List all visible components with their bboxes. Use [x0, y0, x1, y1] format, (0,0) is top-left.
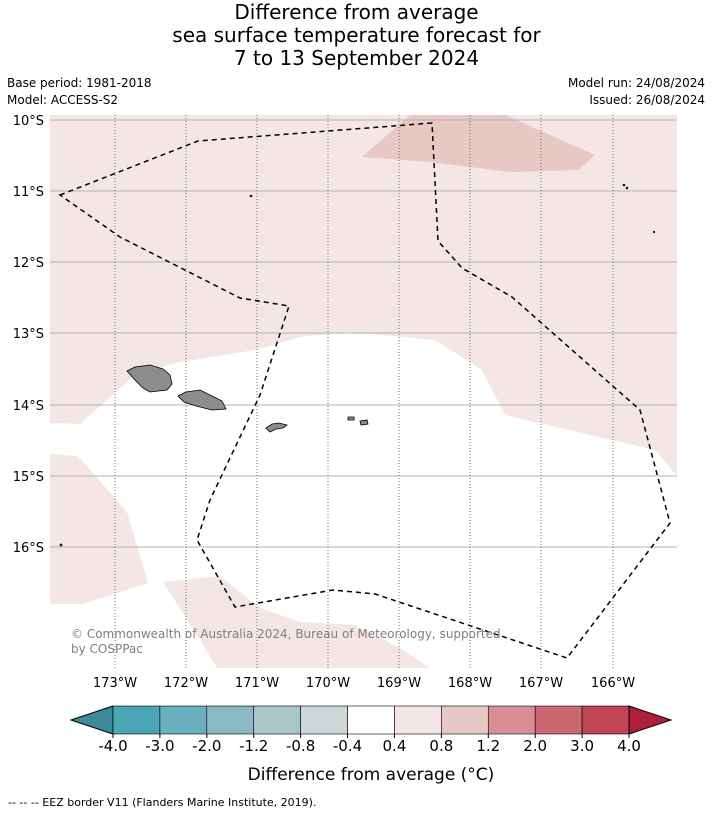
colorbar-swatch-8: [441, 705, 489, 735]
colorbar-tick-label-4: -0.8: [286, 737, 315, 755]
latitude-gridlines: [50, 119, 677, 548]
tutuila-island: [265, 422, 288, 433]
model-run-text: Model run: 24/08/2024: [567, 76, 705, 90]
lon-label-168w: 168°W: [448, 676, 492, 691]
colorbar-title: Difference from average (°C): [248, 765, 495, 785]
colorbar-tick-label-6: 0.4: [383, 737, 407, 755]
colorbar-swatch-1: [112, 705, 161, 735]
swains-island: [249, 194, 253, 198]
tokelau-islet-2: [625, 186, 629, 190]
model-name-text: Model: ACCESS-S2: [7, 93, 119, 107]
savaii-island: [126, 364, 173, 393]
lat-label-12s: 12°S: [13, 256, 44, 271]
colorbar-tick-label-9: 2.0: [523, 737, 547, 755]
gridlines: [50, 115, 677, 668]
lon-label-167w: 167°W: [519, 676, 563, 691]
longitude-labels: 173°W 172°W 171°W 170°W 169°W 168°W 167°…: [93, 676, 635, 691]
eez-borders: [58, 122, 671, 659]
lon-label-166w: 166°W: [591, 676, 635, 691]
lon-label-173w: 173°W: [93, 676, 137, 691]
longitude-gridlines: [114, 115, 614, 668]
colorbar-extend-low: [69, 705, 114, 735]
colorbar-swatch-10: [534, 705, 583, 735]
copyright-line-2: by COSPPac: [71, 642, 143, 656]
lat-label-16s: 16°S: [13, 541, 44, 556]
lon-label-170w: 170°W: [306, 676, 350, 691]
lon-label-169w: 169°W: [377, 676, 421, 691]
islands: [59, 183, 656, 547]
anomaly-field: [50, 115, 677, 668]
colorbar-tick-label-5: -0.4: [333, 737, 362, 755]
map-title-line-1: Difference from average: [234, 0, 479, 24]
eez-border-legend: -- -- -- EEZ border V11 (Flanders Marine…: [8, 796, 317, 809]
colorbar-tick-label-7: 0.8: [429, 737, 453, 755]
tokelau-islet-1: [622, 183, 626, 187]
copyright-line-1: © Commonwealth of Australia 2024, Bureau…: [71, 627, 501, 641]
lat-label-11s: 11°S: [13, 185, 44, 200]
colorbar-swatch-9: [487, 705, 536, 735]
lat-label-13s: 13°S: [13, 327, 44, 342]
colorbar-swatch-4: [253, 705, 301, 735]
eez-border-tokelau: [58, 122, 671, 659]
upolu-island: [177, 389, 227, 411]
issued-date-text: Issued: 26/08/2024: [589, 93, 705, 107]
colorbar-tick-label-8: 1.2: [476, 737, 500, 755]
map-title-line-3: 7 to 13 September 2024: [233, 46, 480, 70]
colorbar-tick-label-1: -3.0: [145, 737, 174, 755]
colorbar: -4.0 -3.0 -2.0 -1.2 -0.8 -0.4 0.4 0.8 1.2 2.0 3.0 4…: [69, 705, 673, 755]
colorbar-swatch-2: [159, 705, 208, 735]
colorbar-swatch-3: [206, 705, 255, 735]
tau-island: [359, 419, 369, 426]
map-title-line-2: sea surface temperature forecast for: [172, 23, 541, 47]
anomaly-region-0-4-to-0-8-north: [50, 115, 677, 476]
colorbar-swatch-11: [581, 705, 630, 735]
base-period-text: Base period: 1981-2018: [7, 76, 152, 90]
latitude-labels: 10°S 11°S 12°S 13°S 14°S 15°S 16°S: [13, 114, 44, 556]
colorbar-swatch-6: [347, 705, 395, 735]
colorbar-swatch-5: [300, 705, 348, 735]
sst-anomaly-map: 10°S 11°S 12°S 13°S 14°S 15°S 16°S 173°W…: [13, 114, 677, 785]
tokelau-islet-3: [652, 230, 656, 234]
lat-label-14s: 14°S: [13, 399, 44, 414]
lat-label-10s: 10°S: [13, 114, 44, 129]
colorbar-tick-label-2: -2.0: [192, 737, 221, 755]
lon-label-171w: 171°W: [235, 676, 279, 691]
colorbar-swatch-7: [394, 705, 442, 735]
colorbar-tick-label-10: 3.0: [570, 737, 594, 755]
colorbar-extend-high: [628, 705, 673, 735]
colorbar-tick-label-11: 4.0: [617, 737, 641, 755]
colorbar-tick-label-0: -4.0: [98, 737, 127, 755]
western-islet: [59, 543, 63, 547]
colorbar-tick-label-3: -1.2: [239, 737, 268, 755]
anomaly-region-0-8-to-1-2: [362, 115, 595, 172]
lat-label-15s: 15°S: [13, 470, 44, 485]
anomaly-region-0-4-to-0-8-west: [50, 454, 148, 604]
ofu-island: [347, 416, 355, 421]
lon-label-172w: 172°W: [164, 676, 208, 691]
